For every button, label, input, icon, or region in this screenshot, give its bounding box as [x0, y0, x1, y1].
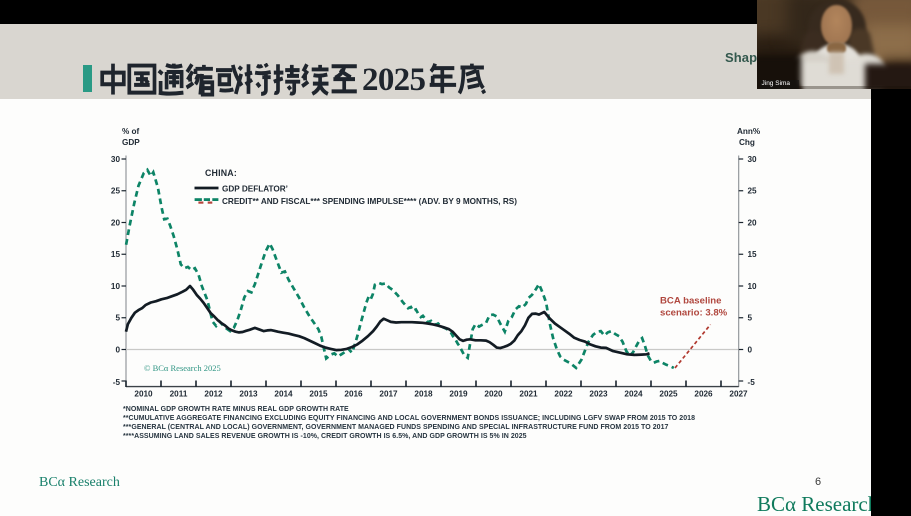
svg-text:2015: 2015: [309, 390, 328, 399]
svg-text:2016: 2016: [344, 390, 363, 399]
svg-text:2017: 2017: [379, 390, 398, 399]
svg-text:10: 10: [748, 282, 758, 291]
svg-text:2020: 2020: [484, 390, 503, 399]
svg-text:2025: 2025: [362, 63, 426, 98]
svg-text:2012: 2012: [204, 390, 223, 399]
svg-text:15: 15: [111, 250, 121, 259]
svg-text:Ann%: Ann%: [737, 127, 761, 136]
svg-text:20: 20: [748, 218, 758, 227]
svg-text:BCA baseline: BCA baseline: [660, 296, 722, 307]
svg-text:30: 30: [111, 155, 121, 164]
svg-text:2019: 2019: [449, 390, 468, 399]
svg-text:2022: 2022: [554, 390, 573, 399]
svg-text:2014: 2014: [274, 390, 293, 399]
svg-text:2013: 2013: [239, 390, 258, 399]
svg-text:30: 30: [748, 155, 758, 164]
svg-text:2027: 2027: [729, 390, 748, 399]
svg-text:% of: % of: [122, 127, 140, 136]
svg-text:2024: 2024: [624, 390, 643, 399]
svg-text:GDP: GDP: [122, 138, 140, 147]
svg-text:CHINA:: CHINA:: [205, 168, 237, 178]
svg-text:2025: 2025: [659, 390, 678, 399]
svg-text:5: 5: [748, 314, 753, 323]
svg-text:15: 15: [748, 250, 758, 259]
svg-text:25: 25: [748, 187, 758, 196]
svg-text:2018: 2018: [414, 390, 433, 399]
svg-text:10: 10: [111, 282, 121, 291]
svg-text:-5: -5: [113, 378, 121, 387]
svg-text:0: 0: [115, 345, 120, 354]
svg-text:5: 5: [115, 314, 120, 323]
svg-text:2021: 2021: [519, 390, 538, 399]
svg-text:20: 20: [111, 218, 121, 227]
svg-text:GDP DEFLATOR’: GDP DEFLATOR’: [222, 184, 288, 193]
svg-text:-5: -5: [748, 378, 756, 387]
svg-text:2023: 2023: [589, 390, 608, 399]
svg-text:25: 25: [111, 187, 121, 196]
svg-text:Chg: Chg: [739, 138, 755, 147]
svg-text:2026: 2026: [694, 390, 713, 399]
svg-text:2011: 2011: [170, 390, 188, 399]
svg-text:2010: 2010: [134, 390, 153, 399]
svg-text:CREDIT** AND FISCAL*** SPENDIN: CREDIT** AND FISCAL*** SPENDING IMPULSE*…: [222, 197, 517, 206]
svg-text:scenario: 3.8%: scenario: 3.8%: [660, 308, 728, 319]
svg-text:0: 0: [748, 345, 753, 354]
svg-text:© BCα Research 2025: © BCα Research 2025: [144, 363, 221, 373]
